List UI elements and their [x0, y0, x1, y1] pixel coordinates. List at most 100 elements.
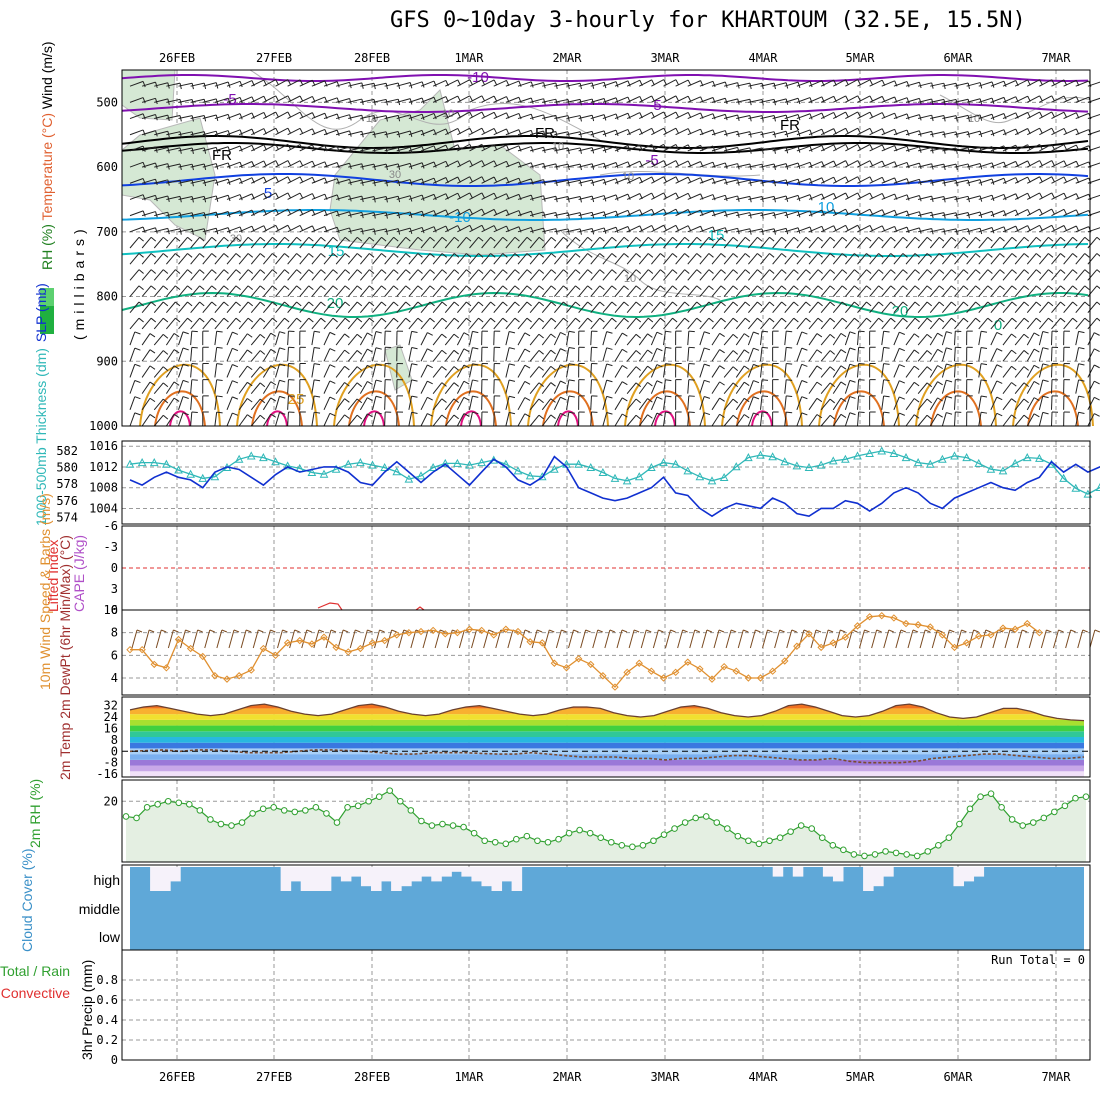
wind-barb-flag	[259, 285, 266, 291]
wind-barb	[978, 346, 988, 362]
wind-barb-shaft	[456, 269, 467, 281]
wind-barb-shaft	[1051, 379, 1053, 394]
wind-barb-shaft	[650, 269, 661, 281]
wind-barb	[1063, 346, 1070, 362]
wind-barb	[917, 333, 933, 346]
wind-barb-shaft	[214, 269, 225, 281]
wind-barb	[651, 95, 667, 103]
wind-barb	[929, 332, 943, 346]
wind-barb-flag	[1042, 347, 1049, 350]
wind-barb-flag	[1011, 301, 1017, 307]
wind-barb-shaft	[893, 380, 900, 394]
wind-barb-shaft	[275, 95, 289, 103]
wind-barb-shaft	[517, 364, 526, 378]
wind-barb-shaft	[917, 269, 928, 281]
wind-barb-flag	[732, 253, 739, 258]
wind-barb-shaft	[699, 363, 705, 378]
wind-barb-shaft	[1002, 96, 1016, 103]
wind-barb	[178, 131, 194, 138]
wind-barb	[699, 80, 716, 88]
wind-barb	[372, 331, 382, 346]
wind-barb	[529, 366, 544, 378]
wind-barb	[226, 347, 239, 362]
wind-barb-flag	[199, 301, 205, 307]
wind-barb-shaft	[529, 350, 540, 362]
wind-barb	[699, 269, 714, 281]
wind-barb	[444, 333, 459, 346]
wind-barb-flag	[926, 366, 933, 371]
wind-barb-flag	[621, 332, 628, 337]
wind-barb-shaft	[372, 163, 387, 168]
wind-barb-shaft	[202, 179, 217, 184]
wind-barb-shaft	[857, 285, 867, 297]
wind-barb	[347, 382, 363, 394]
wind-barb	[335, 81, 352, 89]
wind-barb-flag	[441, 349, 447, 355]
wind-barb-flag	[287, 176, 292, 183]
wind-barb-shaft	[760, 195, 775, 200]
wind-barb-shaft	[311, 161, 326, 168]
wind-barb-shaft	[966, 317, 977, 330]
wind-barb-flag	[1011, 365, 1017, 371]
wind-barb-shaft	[905, 195, 920, 200]
wind-barb	[226, 129, 243, 136]
wind-barb-shaft	[1063, 144, 1077, 152]
wind-barb-flag	[232, 347, 239, 352]
wind-barb	[675, 330, 682, 346]
wind-barb-shaft	[1027, 160, 1040, 168]
wind-barb	[505, 363, 516, 378]
wind-barb-shaft	[469, 160, 483, 168]
wind-barb-flag	[239, 145, 243, 152]
wind-barb-shaft	[456, 317, 467, 330]
wind-barb-shaft	[481, 285, 492, 297]
wind-barb-shaft	[687, 253, 698, 265]
wind-barb-flag	[433, 177, 437, 184]
wind-barb-flag	[987, 269, 993, 274]
wind-barb-flag	[975, 317, 981, 323]
wind-barb	[1075, 269, 1090, 281]
wind-barb	[129, 347, 141, 362]
wind-barb-shaft	[553, 285, 564, 297]
wind-barb	[1051, 236, 1066, 249]
wind-barb	[699, 194, 716, 201]
wind-barb	[941, 379, 953, 394]
wind-barb-flag	[1011, 285, 1017, 291]
wind-barb-shaft	[954, 195, 969, 200]
wind-barb-shaft	[445, 79, 458, 87]
wind-barb-shaft	[444, 285, 455, 297]
wind-barb	[675, 253, 690, 265]
wind-barb-shaft	[905, 285, 916, 297]
wind-barb-flag	[899, 364, 906, 368]
wind-barb-shaft	[311, 209, 326, 217]
wind-barb	[420, 145, 437, 152]
wind-barb-flag	[481, 95, 486, 102]
wind-barb-flag	[786, 330, 793, 333]
wind-barb-shaft	[178, 163, 193, 168]
wind-barb-shaft	[1063, 236, 1074, 249]
wind-barb	[796, 210, 813, 217]
wind-barb-flag	[660, 317, 666, 323]
wind-barb-shaft	[566, 317, 576, 330]
wind-barb-flag	[1039, 176, 1043, 183]
wind-barb	[978, 269, 993, 281]
wind-barb	[1038, 363, 1049, 378]
wind-barb-shaft	[396, 98, 411, 103]
wind-barb-shaft	[287, 269, 298, 281]
wind-barb-shaft	[238, 80, 253, 87]
wind-barb-flag	[385, 164, 388, 171]
wind-barb-shaft	[954, 285, 964, 297]
wind-barb-flag	[663, 192, 667, 199]
wind-barb-shaft	[723, 114, 738, 120]
wind-barb	[347, 333, 363, 346]
wind-barb-shaft	[723, 179, 738, 184]
wind-barb-flag	[299, 160, 304, 167]
wind-barb-shaft	[238, 317, 249, 330]
wind-barb	[444, 382, 459, 394]
wind-barb	[978, 81, 995, 88]
wind-barb-shaft	[893, 348, 900, 362]
wind-barb-shaft	[590, 178, 605, 184]
wind-barb-shaft	[226, 113, 241, 120]
wind-barb-flag	[627, 193, 631, 200]
wind-barb-shaft	[650, 380, 658, 394]
wind-barb	[481, 346, 488, 362]
